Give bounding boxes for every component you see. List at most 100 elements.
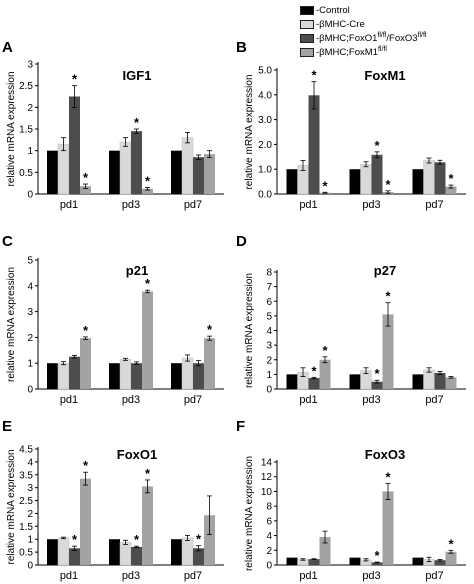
panel-e-bar bbox=[142, 486, 153, 565]
panel-e-y-tick-label: 4.5 bbox=[19, 445, 33, 456]
panel-a-y-tick-label: 1.5 bbox=[19, 125, 33, 136]
legend-item-control: -Control bbox=[300, 4, 350, 16]
panel-e-bar bbox=[204, 515, 215, 565]
panel-c-bar bbox=[119, 359, 132, 390]
panel-e-y-tick-label: 0.5 bbox=[19, 548, 33, 559]
panel-a-y-tick-label: 1 bbox=[27, 146, 33, 157]
panel-c-bar bbox=[80, 338, 91, 389]
panel-d-y-tick-label: 5 bbox=[266, 311, 272, 322]
panel-b-x-tick-label: pd3 bbox=[362, 199, 380, 211]
panel-e-significance-star: * bbox=[83, 458, 89, 473]
panel-e-bar bbox=[131, 546, 142, 565]
panel-d-bar bbox=[382, 314, 394, 389]
panel-d-y-tick-label: 2 bbox=[266, 355, 272, 366]
legend-label-foxo3-sup: fl/fl bbox=[417, 31, 427, 39]
panel-c-bar bbox=[142, 291, 153, 389]
panel-f-x-tick-label: pd7 bbox=[425, 570, 443, 582]
panel-a-bar bbox=[47, 150, 58, 194]
panel-c-bar bbox=[69, 356, 80, 389]
panel-e-bar bbox=[181, 537, 194, 566]
panel-f-bar bbox=[319, 537, 331, 565]
panel-f-bar bbox=[286, 557, 298, 565]
panel-d-bar bbox=[286, 374, 298, 389]
panel-a: A IGF1 relative mRNA expression 0 0.5 1 1.5 2 2.… bbox=[2, 39, 224, 211]
panel-f-x-tick-label: pd1 bbox=[299, 570, 317, 582]
panel-d-significance-star: * bbox=[374, 366, 380, 381]
panel-a-bar bbox=[142, 188, 153, 194]
panel-e-bar bbox=[69, 548, 80, 565]
legend-label-foxo1-foxo3: -βMHC;FoxO1fl/fl/FoxO3fl/fl bbox=[316, 32, 426, 44]
panel-b-bar bbox=[412, 169, 424, 194]
panel-b-significance-star: * bbox=[374, 138, 380, 153]
panel-f: F FoxO3 relative mRNA expression 0 2 4 6 8 10 12 1… bbox=[236, 418, 466, 582]
panel-a-y-tick-label: 0.5 bbox=[19, 168, 33, 179]
panel-e-title: FoxO1 bbox=[117, 447, 157, 462]
panel-d-x-tick-label: pd3 bbox=[362, 394, 380, 406]
panel-c-y-tick-label: 0 bbox=[27, 385, 33, 396]
panel-b-bar bbox=[349, 169, 361, 194]
legend-label-control: -Control bbox=[316, 4, 350, 16]
panel-d-y-tick-label: 1 bbox=[266, 370, 272, 381]
panel-c-y-label: relative mRNA expression bbox=[6, 267, 17, 382]
panel-c-bar bbox=[131, 363, 142, 389]
panel-b-bar bbox=[371, 154, 383, 194]
panel-b-bar bbox=[434, 162, 446, 194]
panel-a-bar bbox=[131, 131, 142, 194]
panel-d-significance-star: * bbox=[385, 289, 391, 304]
panel-a-y-tick-label: 2.5 bbox=[19, 81, 33, 92]
panel-a-bar bbox=[171, 150, 182, 194]
panel-a-significance-star: * bbox=[72, 72, 78, 87]
panel-d-y-tick-label: 7 bbox=[266, 282, 272, 293]
panel-b-x-tick-label: pd7 bbox=[425, 199, 443, 211]
panel-a-y-label: relative mRNA expression bbox=[6, 71, 17, 186]
panel-c-significance-star: * bbox=[83, 323, 89, 338]
panel-c-bar bbox=[193, 363, 204, 389]
panel-a-y-tick-label: 0 bbox=[27, 190, 33, 201]
panel-e-significance-star: * bbox=[145, 466, 151, 481]
panel-b-bar bbox=[445, 186, 457, 194]
panel-f-bar bbox=[445, 551, 457, 565]
panel-d-y-tick-label: 6 bbox=[266, 297, 272, 308]
legend-label-foxo3-text: /FoxO3 bbox=[386, 33, 418, 45]
legend-label-bmhc-cre: -βMHC-Cre bbox=[316, 18, 365, 30]
panel-e-y-tick-label: 0 bbox=[27, 561, 33, 572]
panel-a-significance-star: * bbox=[83, 170, 89, 185]
panel-d-significance-star: * bbox=[311, 363, 317, 378]
panel-e-y-label: relative mRNA expression bbox=[6, 449, 17, 564]
panel-b-y-tick-label: 1.0 bbox=[258, 165, 272, 176]
panel-e-y-tick-label: 3 bbox=[27, 483, 33, 494]
panel-c-significance-star: * bbox=[145, 276, 151, 291]
legend-item-foxm1: -βMHC;FoxM1fl/fl bbox=[300, 46, 387, 58]
panel-e-x-tick-label: pd3 bbox=[122, 570, 140, 582]
panel-e-bar bbox=[47, 539, 58, 565]
panel-a-y-tick-label: 3 bbox=[27, 60, 33, 71]
panel-e-y-tick-label: 3.5 bbox=[19, 470, 33, 481]
panel-e-bar bbox=[119, 542, 132, 566]
panel-b-bar bbox=[360, 163, 372, 195]
panel-d-bar bbox=[434, 372, 446, 389]
legend-label-foxo1-text: -βMHC;FoxO1 bbox=[316, 33, 378, 45]
panel-b-y-tick-label: 5.0 bbox=[258, 66, 272, 77]
panel-a-significance-star: * bbox=[145, 174, 151, 189]
panel-a-x-tick-label: pd3 bbox=[122, 199, 140, 211]
panel-f-y-tick-label: 6 bbox=[266, 516, 272, 527]
panel-f-significance-star: * bbox=[385, 469, 391, 484]
panel-b-y-tick-label: 4.0 bbox=[258, 90, 272, 101]
panel-e-bar bbox=[171, 539, 182, 565]
legend-swatch-foxo1-foxo3 bbox=[300, 33, 314, 43]
panel-f-bar bbox=[371, 562, 383, 565]
panel-e-significance-star: * bbox=[196, 532, 202, 547]
panel-c-y-tick-label: 2 bbox=[27, 333, 33, 344]
panel-c-title: p21 bbox=[126, 263, 148, 278]
panel-d-bar bbox=[371, 381, 383, 389]
panel-b-y-tick-label: 0.0 bbox=[258, 190, 272, 201]
panel-f-bar bbox=[382, 491, 394, 565]
panel-f-y-tick-label: 14 bbox=[261, 458, 273, 469]
panel-e-bar bbox=[109, 539, 120, 565]
legend-item-bmhc-cre: -βMHC-Cre bbox=[300, 18, 365, 30]
panel-c-significance-star: * bbox=[207, 322, 213, 337]
